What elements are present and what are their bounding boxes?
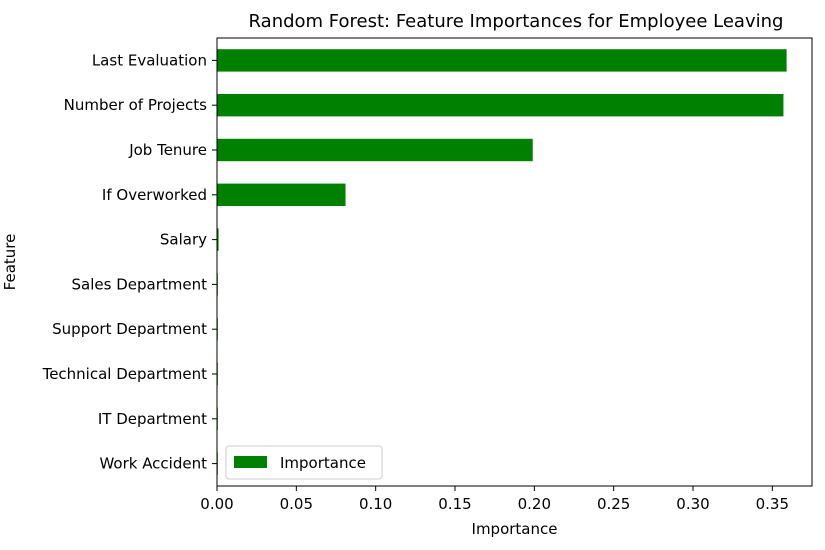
y-tick-label: Job Tenure xyxy=(128,141,207,159)
y-tick-label: Sales Department xyxy=(72,275,208,293)
x-tick-label: 0.15 xyxy=(438,495,471,513)
x-tick-label: 0.00 xyxy=(200,495,233,513)
y-tick-label: If Overworked xyxy=(102,186,207,204)
legend-box xyxy=(225,445,383,480)
x-tick-label: 0.10 xyxy=(359,495,392,513)
x-tick-label: 0.05 xyxy=(280,495,313,513)
legend: Importance xyxy=(225,445,383,480)
x-axis-ticks: 0.00 0.05 0.10 0.15 0.20 0.25 0.30 0.35 xyxy=(200,486,789,513)
y-tick-label: IT Department xyxy=(98,410,207,428)
y-tick-label: Support Department xyxy=(52,320,207,338)
bar-job-tenure xyxy=(217,138,533,162)
bar-if-overworked xyxy=(217,183,346,206)
x-tick-label: 0.30 xyxy=(676,495,709,513)
x-tick-label: 0.20 xyxy=(518,495,551,513)
legend-swatch xyxy=(234,456,267,468)
bar-number-of-projects xyxy=(217,94,784,117)
chart-title: Random Forest: Feature Importances for E… xyxy=(249,11,784,32)
y-tick-label: Work Accident xyxy=(99,455,207,473)
x-axis-title: Importance xyxy=(472,520,558,538)
y-axis-title: Feature xyxy=(1,234,19,291)
bars-group xyxy=(217,49,787,475)
y-axis-ticks: Last Evaluation Number of Projects Job Ten… xyxy=(42,51,217,473)
plot-area-frame xyxy=(216,37,813,487)
y-tick-label: Technical Department xyxy=(42,365,208,383)
bar-last-evaluation xyxy=(217,49,787,72)
legend-label: Importance xyxy=(280,454,366,472)
y-tick-label: Last Evaluation xyxy=(92,51,207,69)
y-tick-label: Number of Projects xyxy=(64,96,208,114)
x-tick-label: 0.25 xyxy=(597,495,630,513)
x-tick-label: 0.35 xyxy=(756,495,789,513)
bar-salary xyxy=(217,228,219,251)
y-tick-label: Salary xyxy=(160,231,207,249)
